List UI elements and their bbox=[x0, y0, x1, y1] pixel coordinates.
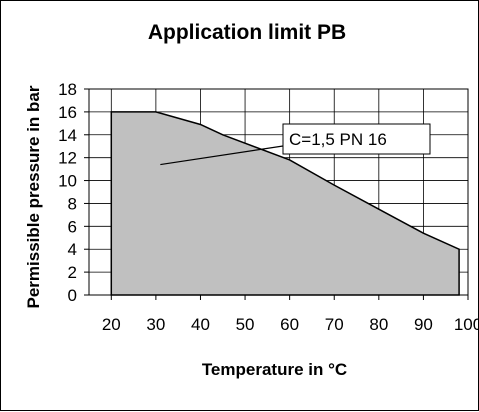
annotation-label: C=1,5 PN 16 bbox=[289, 130, 387, 149]
x-tick-label-50: 50 bbox=[236, 315, 255, 334]
x-tick-labels: 20 30 40 50 60 70 80 90 100 bbox=[102, 295, 479, 334]
x-tick-label-30: 30 bbox=[146, 315, 165, 334]
chart-title: Application limit PB bbox=[148, 21, 346, 44]
x-tick-label-90: 90 bbox=[414, 315, 433, 334]
pressure-limit-area bbox=[110, 111, 460, 296]
y-tick-label-2: 2 bbox=[68, 263, 77, 282]
x-tick-label-20: 20 bbox=[102, 315, 121, 334]
y-tick-label-6: 6 bbox=[68, 217, 77, 236]
annotation-box bbox=[282, 123, 431, 155]
y-tick-label-4: 4 bbox=[68, 240, 77, 259]
y-axis-label: Permissible pressure in bar bbox=[24, 85, 43, 308]
y-tick-label-8: 8 bbox=[68, 194, 77, 213]
y-tick-label-14: 14 bbox=[58, 126, 77, 145]
x-tick-label-80: 80 bbox=[369, 315, 388, 334]
y-tick-labels: 0 2 4 6 8 10 12 14 16 18 bbox=[58, 80, 89, 305]
y-tick-label-12: 12 bbox=[58, 149, 77, 168]
y-tick-label-0: 0 bbox=[68, 286, 77, 305]
y-tick-label-16: 16 bbox=[58, 103, 77, 122]
x-tick-label-100: 100 bbox=[454, 315, 479, 334]
y-tick-label-18: 18 bbox=[58, 80, 77, 99]
annotation-leader-line bbox=[160, 145, 284, 166]
x-tick-label-60: 60 bbox=[280, 315, 299, 334]
x-tick-label-40: 40 bbox=[191, 315, 210, 334]
x-axis-label: Temperature in °C bbox=[202, 360, 347, 379]
x-tick-label-70: 70 bbox=[325, 315, 344, 334]
plot-area bbox=[88, 88, 469, 296]
y-tick-label-10: 10 bbox=[58, 172, 77, 191]
